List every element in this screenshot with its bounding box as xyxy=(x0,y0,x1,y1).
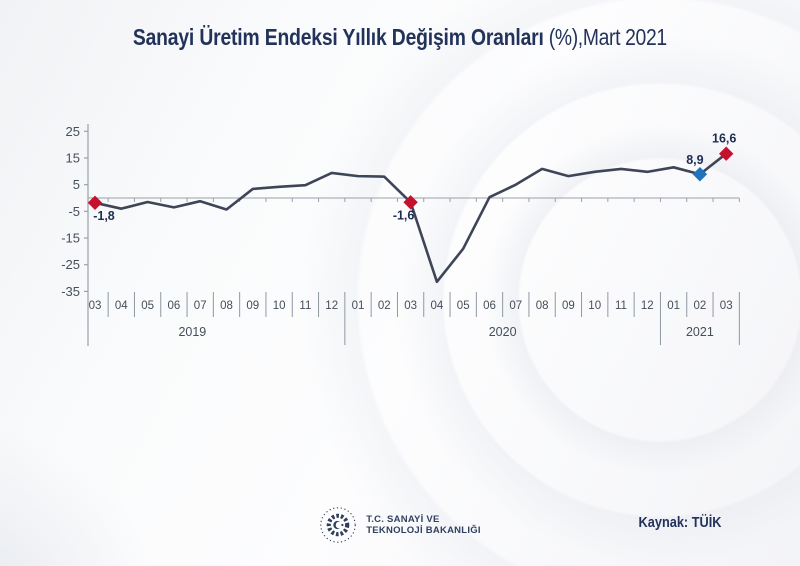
month-label: 12 xyxy=(641,300,654,312)
month-label: 09 xyxy=(562,300,575,312)
ministry-name: T.C. SANAYİ VE TEKNOLOJİ BAKANLIĞI xyxy=(366,514,481,536)
year-label: 2020 xyxy=(489,325,517,339)
month-label: 01 xyxy=(352,300,365,312)
marker-diamond xyxy=(87,195,103,211)
ministry-name-line1: T.C. SANAYİ VE xyxy=(366,514,440,525)
y-axis-tick-label: -15 xyxy=(61,231,80,246)
logo-gear xyxy=(326,513,350,537)
year-label: 2019 xyxy=(178,325,206,339)
month-label: 05 xyxy=(141,300,154,312)
month-label: 07 xyxy=(509,300,522,312)
month-label: 02 xyxy=(378,300,391,312)
ministry-name-line2: TEKNOLOJİ BAKANLIĞI xyxy=(366,525,481,536)
marker-value-label: -1,6 xyxy=(393,208,415,222)
month-label: 08 xyxy=(220,300,233,312)
y-axis-tick-label: -25 xyxy=(61,257,80,272)
title-main: Sanayi Üretim Endeksi Yıllık Değişim Ora… xyxy=(133,24,544,50)
logo-crescent-cut xyxy=(335,521,343,529)
y-axis-tick-label: 25 xyxy=(66,124,80,139)
month-label: 12 xyxy=(325,300,338,312)
y-axis-tick-label: -35 xyxy=(61,284,80,299)
marker-diamond xyxy=(719,146,734,161)
marker-value-label: -1,8 xyxy=(93,209,115,223)
page-title: Sanayi Üretim Endeksi Yıllık Değişim Ora… xyxy=(0,24,800,51)
month-label: 03 xyxy=(720,300,733,312)
marker-value-label: 16,6 xyxy=(712,132,736,146)
month-label: 10 xyxy=(273,300,286,312)
logo-dotted-ring xyxy=(320,507,356,543)
y-axis-tick-label: -5 xyxy=(68,204,80,219)
y-axis-tick-label: 15 xyxy=(66,150,80,165)
month-label: 04 xyxy=(431,300,444,312)
marker-value-label: 8,9 xyxy=(686,153,703,167)
month-label: 04 xyxy=(115,300,128,312)
page-title-text: Sanayi Üretim Endeksi Yıllık Değişim Ora… xyxy=(133,24,667,51)
month-label: 10 xyxy=(588,300,601,312)
y-axis-tick-label: 5 xyxy=(73,177,80,192)
title-suffix: (%),Mart 2021 xyxy=(543,24,667,50)
month-label: 09 xyxy=(246,300,259,312)
month-label: 06 xyxy=(168,300,181,312)
month-label: 11 xyxy=(615,300,627,312)
logo-star xyxy=(341,523,344,527)
ministry-brand: T.C. SANAYİ VE TEKNOLOJİ BAKANLIĞI xyxy=(0,500,800,550)
month-label: 05 xyxy=(457,300,470,312)
month-label: 06 xyxy=(483,300,496,312)
month-label: 03 xyxy=(89,300,102,312)
month-label: 03 xyxy=(404,300,417,312)
month-label: 08 xyxy=(536,300,549,312)
month-label: 07 xyxy=(194,300,207,312)
ministry-logo-icon xyxy=(320,507,356,543)
year-label: 2021 xyxy=(686,325,714,339)
month-label: 02 xyxy=(694,300,707,312)
marker-diamond xyxy=(403,195,418,210)
month-label: 01 xyxy=(667,300,680,312)
month-label: 11 xyxy=(299,300,311,312)
source-label: Kaynak: TÜİK xyxy=(638,514,722,531)
marker-diamond xyxy=(692,167,708,182)
